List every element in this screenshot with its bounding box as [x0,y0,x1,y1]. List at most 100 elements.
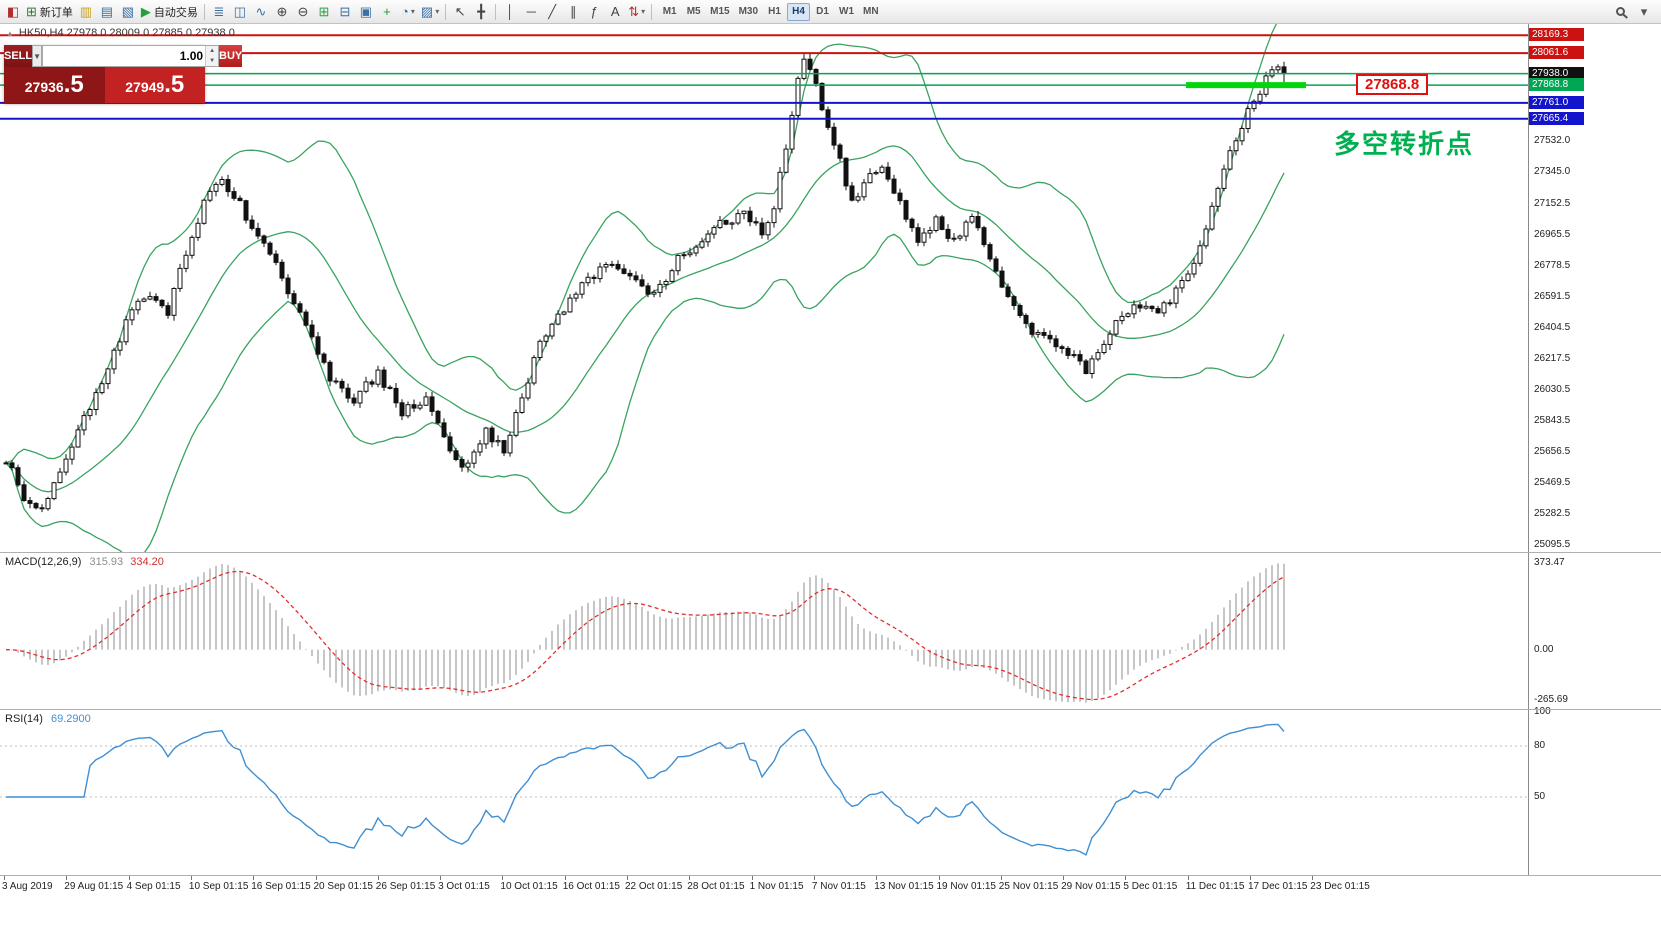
search-icon [1615,7,1625,16]
fibonacci-icon[interactable]: ƒ [584,2,604,22]
macd-axis-zero: 0.00 [1534,643,1554,655]
navigator-icon[interactable]: ▧ [118,2,138,22]
candlestick-chart-icon[interactable]: ◫ [230,2,250,22]
periods-icon[interactable]: ◔ ▾ [398,2,418,22]
volume-up-icon[interactable]: ▲ [206,46,219,56]
zoom-in-icon[interactable]: ⊕ [272,2,292,22]
arrows-icon[interactable]: ⇅ ▾ [626,2,647,22]
horizontal-line-icon[interactable]: ─ [521,2,541,22]
cursor-icon[interactable]: ↖ [450,2,470,22]
template-icon[interactable]: ▨ ▾ [419,2,441,22]
timeframe-m5[interactable]: M5 [686,6,701,17]
time-axis-label: 16 Sep 01:15 [251,881,311,892]
time-axis[interactable]: 3 Aug 2019 29 Aug 01:15 4 Sep 01:15 10 Sep … [0,876,1661,946]
time-axis-tick [1187,876,1189,880]
time-axis-label: 23 Dec 01:15 [1310,881,1370,892]
rsi-panel[interactable] [0,710,1528,875]
add-indicator-icon[interactable]: + [377,2,397,22]
candlestick-chart-icon: ◫ [233,4,247,19]
one-click-trade-panel: SELL ▼ ▲ ▼ BUY 27936 .5 27949 .5 [4,45,243,103]
macd-axis-max: 373.47 [1534,557,1565,568]
search-button[interactable] [1610,2,1630,22]
market-watch-icon[interactable]: ▤ [97,2,117,22]
cursor-icon: ↖ [454,4,466,19]
time-axis-label: 3 Oct 01:15 [438,881,490,892]
toolbar-right-group: ▾ [1610,2,1658,22]
zoom-out-icon[interactable]: ⊖ [293,2,313,22]
timeframe-m1[interactable]: M1 [662,6,677,17]
time-axis-label: 28 Oct 01:15 [687,881,745,892]
rsi-axis-label: 80 [1534,740,1546,751]
price-axis-tick: 27532.0 [1534,134,1571,146]
bar-chart-icon[interactable]: ≣ [209,2,229,22]
grid-icon[interactable]: ⊞ [314,2,334,22]
volume-down-icon[interactable]: ▼ [206,56,219,66]
cascade-windows-icon[interactable]: ▣ [356,2,376,22]
panel-separator[interactable] [0,875,1661,876]
price-axis-flag: 27761.0 [1529,95,1584,109]
timeframe-mn[interactable]: MN [863,6,879,17]
time-axis-tick [689,876,691,880]
panel-separator[interactable] [0,552,1661,553]
sell-price[interactable]: 27936 .5 [4,67,105,103]
time-axis-tick [1125,876,1127,880]
order-type-dropdown[interactable]: ▼ [32,45,43,67]
main-chart-canvas[interactable] [0,24,1661,552]
new-order-button[interactable]: ⊞ 新订单 [24,2,75,22]
time-axis-tick [66,876,68,880]
time-axis-tick [502,876,504,880]
price-axis-flag: 27938.0 [1529,66,1584,80]
timeframe-m15[interactable]: M15 [710,6,730,17]
buy-button[interactable]: BUY [219,45,243,67]
timeframe-h4[interactable]: H4 [787,2,811,21]
navigator-icon: ▧ [121,4,135,19]
price-axis[interactable]: 27532.0 27345.0 27152.5 26965.5 26778.5 26591… [1528,24,1661,876]
time-axis-tick [128,876,130,880]
text-icon: A [610,4,620,19]
price-axis-flag: 28169.3 [1529,28,1584,42]
bar-chart-icon: ≣ [213,4,225,19]
price-level-label[interactable]: 27868.8 [1356,74,1429,95]
time-axis-tick [1000,876,1002,880]
rsi-axis-label: 50 [1534,791,1546,802]
buy-price[interactable]: 27949 .5 [104,67,205,103]
text-icon[interactable]: A [605,2,625,22]
symbol-ohlc-text: HK50,H4 27978.0 28009.0 27885.0 27938.0 [18,27,235,39]
price-axis-tick: 25469.5 [1534,476,1571,488]
toolbar: ◧ ⊞ 新订单 ▥ ▤ ▧ ▶ 自动交易 ≣ ◫ ∿ ⊕ ⊖ ⊞ ⊟ ▣ + ◔ ▾ ▨ ▾ ↖ ╋ │ ─ ╱ ∥ ƒ A ⇅ ▾ M1 M5… [0,0,1661,24]
tile-windows-icon[interactable]: ⊟ [335,2,355,22]
timeframe-d1[interactable]: D1 [816,6,829,17]
crosshair-icon: ╋ [477,4,486,19]
timeframe-m30[interactable]: M30 [738,6,759,17]
macd-signal-value: 334.20 [130,556,164,568]
sell-button[interactable]: SELL [4,45,33,67]
vertical-line-icon[interactable]: │ [500,2,520,22]
panel-separator[interactable] [0,709,1661,710]
macd-panel[interactable] [0,553,1528,709]
one-click-toggle-icon[interactable]: ▲ [6,28,14,38]
time-axis-tick [440,876,442,880]
app-icon[interactable]: ◧ [3,2,23,22]
time-axis-tick [4,876,5,880]
timeframe-h1[interactable]: H1 [768,6,781,17]
sell-price-frac: .5 [63,71,84,98]
history-center-icon[interactable]: ▥ [76,2,96,22]
trendline-icon[interactable]: ╱ [542,2,562,22]
app-icon: ◧ [6,4,20,19]
price-axis-tick: 25656.5 [1534,445,1571,457]
channel-icon[interactable]: ∥ [563,2,583,22]
timeframe-w1[interactable]: W1 [839,6,855,17]
timeframe-switcher: M1 M5 M15 M30 H1 H4 D1 W1 MN [658,2,882,21]
time-axis-label: 16 Oct 01:15 [562,881,620,892]
line-chart-icon[interactable]: ∿ [251,2,271,22]
time-axis-label: 26 Sep 01:15 [375,881,436,892]
price-axis-flag: 28061.6 [1529,46,1584,60]
autotrading-button[interactable]: ▶ 自动交易 [139,2,200,22]
toolbar-options-button[interactable]: ▾ [1634,2,1654,22]
crosshair-icon[interactable]: ╋ [471,2,491,22]
volume-input[interactable] [43,46,206,66]
market-watch-icon: ▤ [100,4,114,19]
time-axis-label: 22 Oct 01:15 [625,881,683,892]
buy-price-frac: .5 [164,71,185,98]
sell-price-main: 27936 [24,79,64,95]
